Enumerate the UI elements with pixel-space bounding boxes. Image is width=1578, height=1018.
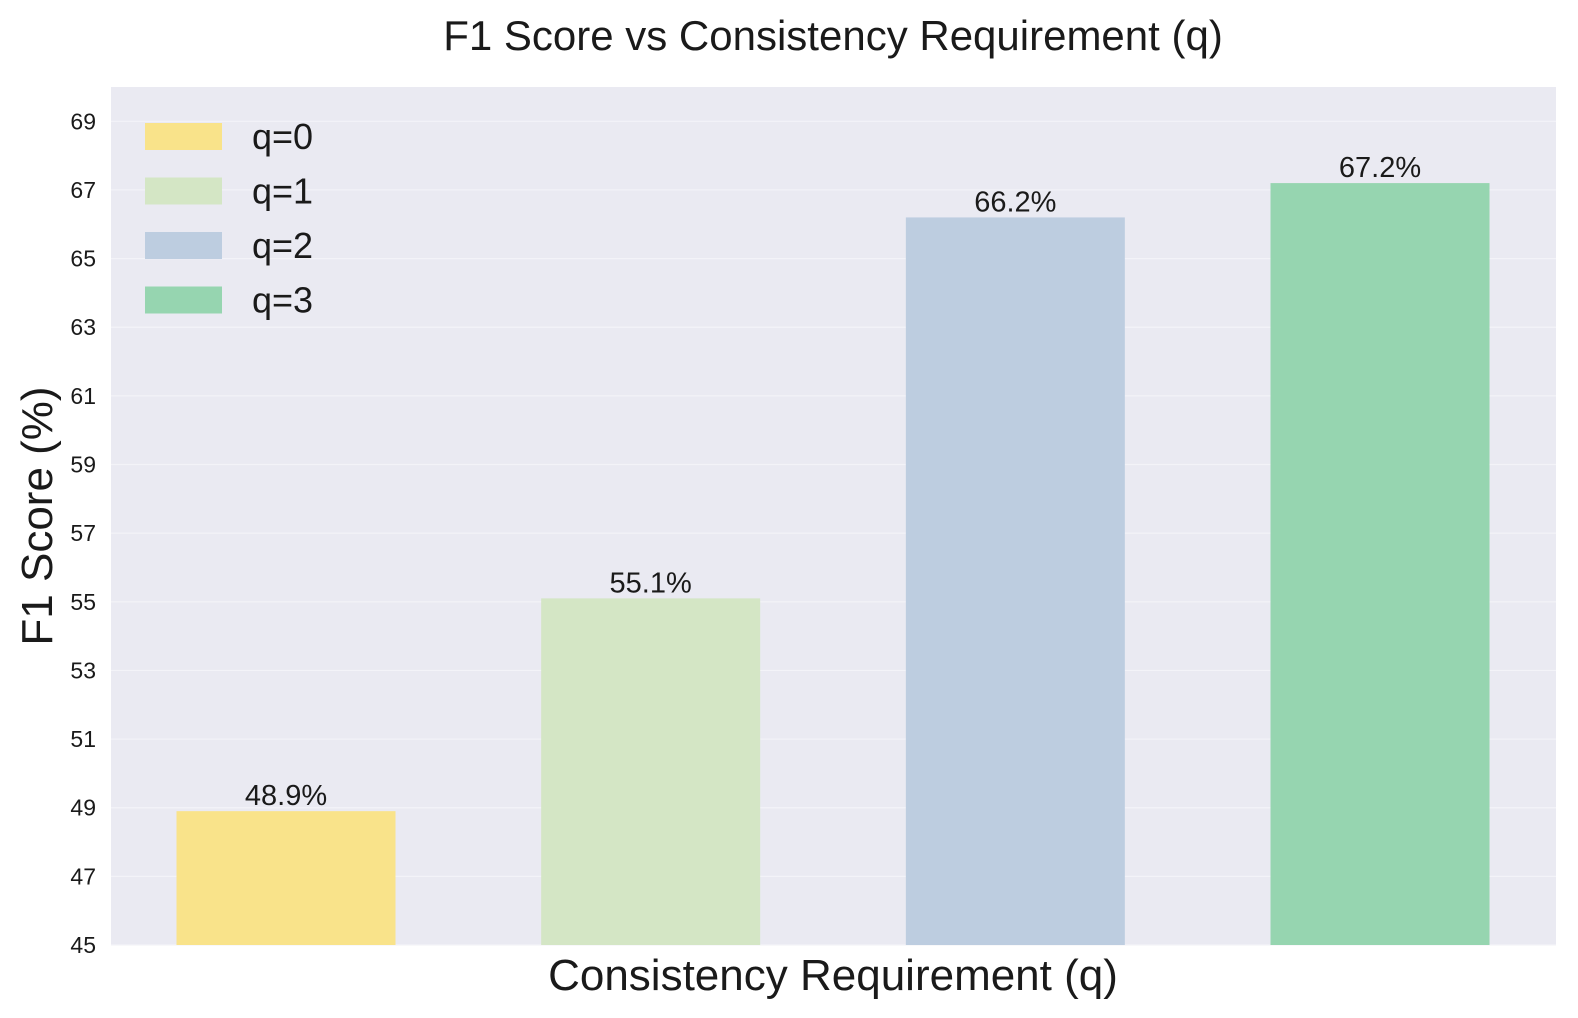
bars (176, 183, 1490, 945)
x-axis-label: Consistency Requirement (q) (548, 951, 1118, 1000)
y-tick-label: 57 (70, 520, 96, 546)
legend: q=0 q=1 q=2 q=3 (145, 116, 313, 321)
y-tick-label: 47 (70, 863, 96, 889)
y-tick-label: 65 (70, 246, 96, 272)
legend-swatch (145, 177, 222, 205)
y-tick-label: 69 (70, 108, 96, 134)
y-tick-label: 49 (70, 795, 96, 821)
y-tick-label: 51 (70, 726, 96, 752)
legend-swatch (145, 286, 222, 314)
bar-q0 (176, 811, 396, 945)
legend-label: q=0 (252, 116, 313, 157)
chart-title: F1 Score vs Consistency Requirement (q) (443, 12, 1223, 59)
value-label: 55.1% (610, 567, 692, 599)
legend-swatch (145, 123, 222, 150)
bar-q1 (541, 598, 761, 945)
bar-q3 (1270, 183, 1490, 945)
y-axis-label: F1 Score (%) (13, 386, 62, 645)
y-tick-label: 61 (70, 383, 96, 409)
bar-q2 (905, 217, 1125, 945)
legend-swatch (145, 232, 222, 259)
value-label: 67.2% (1339, 152, 1421, 184)
value-label: 48.9% (245, 780, 327, 812)
value-labels: 48.9% 55.1% 66.2% 67.2% (245, 152, 1421, 812)
y-ticks: 45 47 49 51 53 55 57 59 61 63 65 67 69 (70, 108, 96, 958)
legend-label: q=3 (252, 280, 313, 321)
y-tick-label: 55 (70, 589, 96, 615)
y-tick-label: 63 (70, 314, 96, 340)
y-tick-label: 45 (70, 932, 96, 958)
y-tick-label: 67 (70, 177, 96, 203)
y-tick-label: 59 (70, 452, 96, 478)
y-tick-label: 53 (70, 657, 96, 683)
value-label: 66.2% (974, 186, 1056, 218)
legend-label: q=2 (252, 225, 313, 266)
legend-label: q=1 (252, 171, 313, 212)
